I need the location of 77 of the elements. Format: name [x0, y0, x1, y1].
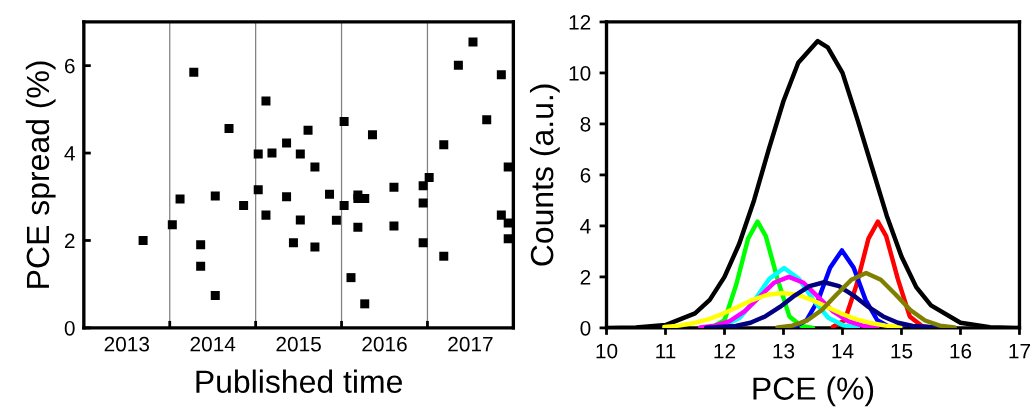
x-tick-label: 12: [714, 343, 736, 359]
y-axis-title: Counts (a.u.): [529, 84, 560, 266]
point: [295, 215, 305, 225]
y-tick-label: 12: [569, 14, 591, 30]
point: [453, 60, 463, 70]
y-tick-label: 8: [580, 116, 591, 132]
point: [389, 182, 399, 192]
y-tick-label: 2: [580, 269, 591, 285]
point: [424, 173, 434, 183]
point: [418, 181, 428, 191]
point: [439, 140, 449, 150]
point: [389, 221, 399, 231]
y-tick-label: 4: [64, 146, 75, 161]
x-tick-label: 13: [773, 343, 795, 359]
x-tick-label: 17: [1009, 343, 1031, 359]
point: [261, 210, 271, 220]
point: [267, 148, 277, 158]
point: [253, 149, 263, 159]
x-tick-label: 2016: [362, 336, 407, 352]
point: [503, 234, 513, 244]
point: [331, 215, 341, 225]
point: [482, 115, 492, 125]
point: [418, 238, 428, 248]
point: [295, 149, 305, 159]
point: [196, 240, 206, 250]
point: [239, 201, 249, 211]
x-tick-label: 2013: [104, 336, 150, 352]
point: [353, 222, 363, 232]
point: [310, 162, 320, 172]
y-axis-title: PCE spread (%): [25, 61, 56, 288]
point: [325, 189, 335, 199]
point: [496, 70, 506, 80]
x-tick-label: 2017: [448, 336, 493, 352]
point: [175, 194, 185, 204]
x-tick-label: 16: [950, 343, 972, 359]
point: [288, 238, 298, 248]
point: [503, 162, 513, 172]
y-tick-label: 6: [64, 58, 75, 74]
y-tick-label: 10: [569, 65, 591, 81]
y-tick-label: 2: [64, 233, 75, 249]
point: [339, 201, 349, 211]
point: [339, 117, 349, 127]
y-tick-label: 0: [580, 320, 591, 336]
x-tick-label: 11: [656, 343, 676, 359]
y-tick-label: 0: [64, 320, 75, 336]
point: [196, 261, 206, 271]
x-tick-label: 2015: [276, 336, 321, 352]
point: [367, 130, 377, 140]
point: [253, 185, 263, 195]
y-tick-label: 6: [580, 167, 591, 183]
x-axis-title: PCE (%): [753, 376, 874, 407]
point: [210, 291, 220, 301]
point: [496, 210, 506, 220]
point: [346, 273, 356, 283]
point: [282, 138, 292, 148]
point: [503, 218, 513, 228]
x-tick-label: 10: [596, 343, 618, 359]
point: [282, 192, 292, 202]
x-tick-label: 15: [891, 343, 913, 359]
line-series: [775, 270, 957, 328]
point: [224, 124, 234, 134]
point: [189, 67, 199, 77]
line-series: [662, 290, 903, 328]
y-tick-label: 4: [580, 219, 591, 234]
point: [360, 299, 370, 309]
x-axis-title: Published time: [196, 369, 402, 393]
point: [310, 242, 320, 252]
point: [468, 37, 478, 47]
x-tick-label: 14: [832, 343, 854, 359]
point: [439, 251, 449, 261]
x-tick-label: 2014: [190, 336, 236, 352]
point: [138, 235, 148, 245]
point: [303, 125, 313, 135]
point: [210, 191, 220, 201]
point: [167, 220, 177, 230]
point: [418, 198, 428, 208]
point: [261, 96, 271, 106]
